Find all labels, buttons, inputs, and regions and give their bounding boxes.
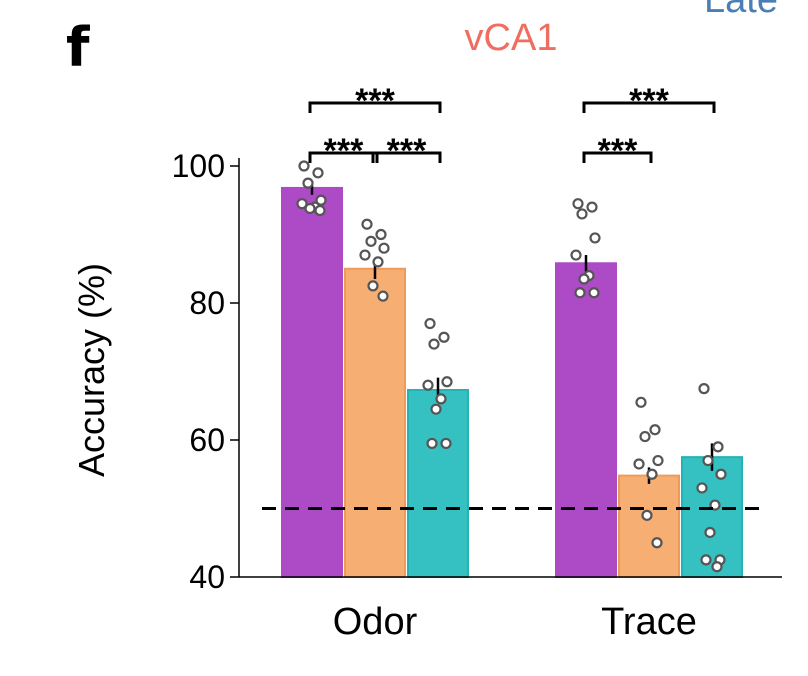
data-point	[588, 287, 600, 299]
y-tick-label: 60	[189, 422, 225, 458]
x-tick-label: Trace	[601, 601, 697, 643]
data-point	[589, 232, 601, 244]
data-point	[702, 454, 714, 467]
data-point	[426, 437, 438, 450]
points-layer	[296, 160, 727, 573]
bars-layer	[281, 186, 743, 578]
bar	[618, 474, 680, 578]
bar	[407, 388, 469, 578]
data-point	[576, 208, 588, 220]
panel-label: f	[66, 16, 90, 79]
significance-stars: ***	[629, 82, 669, 120]
data-point	[315, 194, 327, 206]
data-point	[698, 383, 710, 395]
data-point	[440, 437, 452, 450]
data-point	[649, 424, 661, 436]
significance-bracket	[308, 151, 379, 163]
data-point	[365, 235, 377, 247]
data-point	[298, 160, 310, 172]
data-point	[572, 198, 584, 210]
data-point	[430, 403, 442, 415]
data-point	[652, 454, 664, 467]
significance-layer: *** *** *** *** ***	[308, 82, 716, 170]
data-point	[296, 198, 308, 210]
data-point	[704, 526, 716, 539]
chart-title: vCA1	[465, 17, 558, 59]
bar	[681, 456, 743, 578]
data-point	[378, 242, 390, 254]
significance-stars: ***	[387, 132, 427, 170]
data-point	[696, 482, 708, 494]
x-tick-label: Odor	[333, 601, 418, 643]
data-point	[372, 256, 384, 268]
data-point	[377, 290, 389, 302]
data-point	[367, 280, 379, 292]
data-point	[424, 317, 436, 330]
data-point	[422, 379, 434, 391]
data-point	[574, 287, 586, 299]
y-tick-label: 40	[189, 559, 225, 595]
significance-stars: ***	[598, 132, 638, 170]
data-point	[570, 249, 582, 261]
axes-layer: 40 60 80 100 Odor Trace	[172, 148, 782, 643]
data-point	[435, 393, 447, 405]
data-point	[711, 561, 723, 573]
bar	[281, 186, 343, 578]
data-point	[302, 177, 314, 189]
data-point	[641, 509, 653, 521]
data-point	[312, 167, 324, 179]
data-point	[428, 338, 440, 350]
data-point	[361, 218, 373, 230]
bar	[555, 262, 617, 578]
y-tick-label: 80	[189, 285, 225, 321]
bar	[344, 267, 406, 578]
y-axis-label: Accuracy (%)	[71, 263, 112, 477]
data-point	[441, 376, 453, 388]
clipped-corner-text: Late	[704, 0, 778, 21]
data-point	[712, 441, 724, 453]
data-point	[715, 468, 727, 480]
data-point	[375, 228, 387, 241]
data-point	[651, 537, 663, 549]
data-point	[304, 202, 316, 215]
data-point	[700, 554, 712, 566]
significance-bracket	[582, 101, 716, 113]
data-point	[635, 396, 647, 408]
data-point	[646, 468, 658, 480]
y-tick-label: 100	[172, 148, 225, 184]
significance-bracket	[308, 101, 442, 113]
significance-bracket	[582, 151, 653, 163]
data-point	[586, 201, 598, 213]
data-point	[359, 249, 371, 261]
data-point	[578, 273, 590, 285]
significance-stars: ***	[355, 82, 395, 120]
data-point	[633, 458, 645, 470]
data-point	[639, 430, 651, 443]
data-point	[314, 204, 326, 217]
significance-stars: ***	[324, 132, 364, 170]
significance-bracket	[371, 151, 442, 163]
data-point	[438, 331, 450, 343]
